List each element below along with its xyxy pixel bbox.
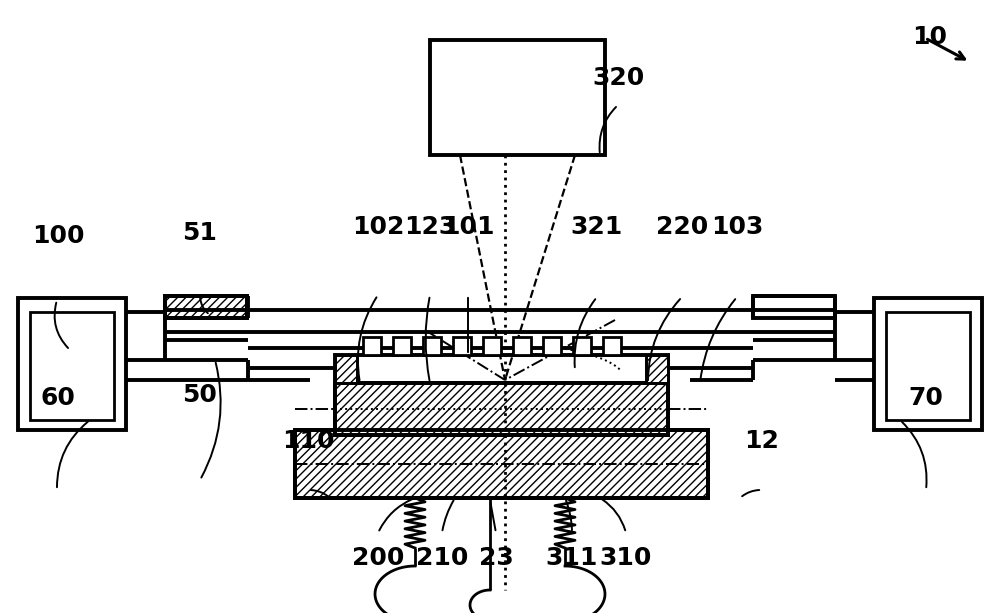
Bar: [423, 337, 441, 355]
Text: 310: 310: [600, 546, 652, 570]
Bar: [543, 337, 561, 355]
Bar: [646, 355, 668, 383]
Text: 12: 12: [745, 429, 779, 454]
Text: 200: 200: [352, 546, 404, 570]
Bar: [335, 383, 668, 435]
Text: 60: 60: [41, 386, 75, 411]
Bar: [483, 337, 501, 355]
Text: 311: 311: [546, 546, 598, 570]
Bar: [335, 383, 668, 435]
Bar: [393, 337, 411, 355]
Text: 23: 23: [479, 546, 513, 570]
Bar: [335, 355, 357, 383]
Text: 220: 220: [656, 215, 708, 239]
Text: 110: 110: [282, 429, 334, 454]
Bar: [513, 337, 531, 355]
Bar: [874, 298, 982, 430]
Bar: [165, 296, 247, 318]
Bar: [335, 355, 357, 383]
Bar: [295, 430, 708, 498]
Bar: [295, 430, 708, 498]
Text: 321: 321: [571, 215, 623, 239]
Text: 210: 210: [416, 546, 468, 570]
Text: 101: 101: [442, 215, 494, 239]
Bar: [453, 337, 471, 355]
Bar: [573, 337, 591, 355]
Bar: [335, 355, 668, 383]
Text: 102: 102: [352, 215, 404, 239]
Text: 320: 320: [592, 66, 644, 91]
Text: 10: 10: [912, 25, 948, 49]
Text: 123: 123: [404, 215, 456, 239]
Bar: [430, 40, 605, 155]
Text: 70: 70: [909, 386, 943, 411]
Bar: [753, 296, 835, 318]
Text: 100: 100: [32, 224, 84, 248]
Bar: [165, 296, 247, 318]
Bar: [18, 298, 126, 430]
Text: 50: 50: [183, 383, 217, 408]
Bar: [363, 337, 381, 355]
Bar: [886, 312, 970, 420]
Text: 51: 51: [183, 221, 217, 245]
Bar: [646, 355, 668, 383]
Bar: [603, 337, 621, 355]
Bar: [30, 312, 114, 420]
Text: 103: 103: [711, 215, 763, 239]
